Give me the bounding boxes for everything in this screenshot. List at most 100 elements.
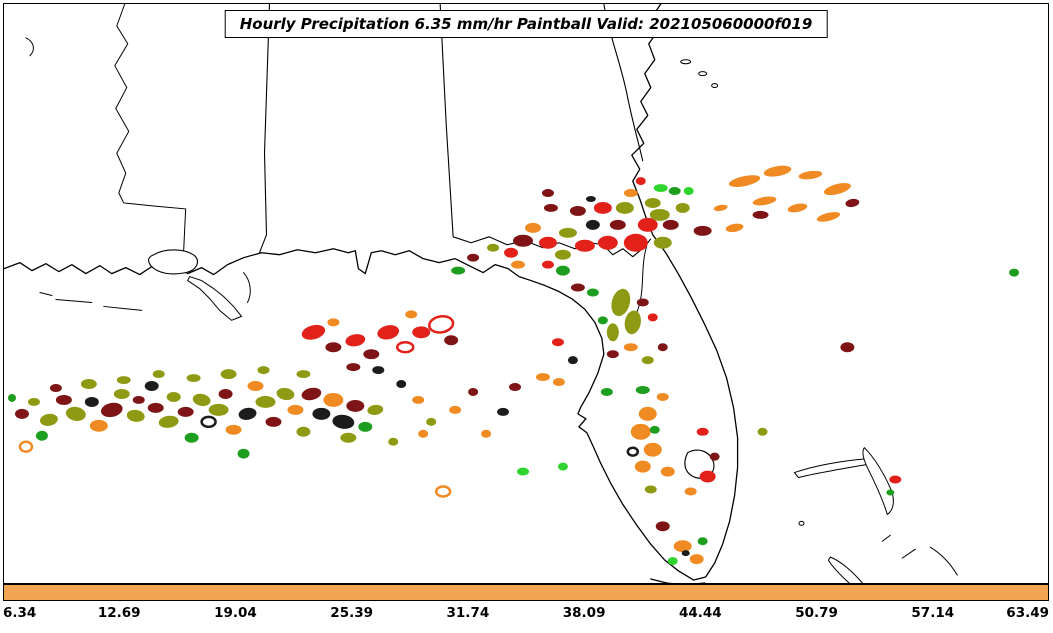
precip-blob (301, 324, 326, 340)
precip-blob (255, 395, 276, 408)
precip-blob (147, 402, 164, 413)
precip-blob (752, 196, 777, 206)
precip-blob (823, 183, 851, 196)
precip-blob (511, 260, 526, 269)
coastal-island (680, 59, 692, 65)
precip-blob (630, 423, 651, 440)
precip-blob (218, 389, 233, 399)
state-border-ga-fl (452, 236, 652, 258)
precipitation-paintball-blobs (7, 165, 1020, 566)
precip-blob (497, 407, 510, 416)
precip-blob (634, 460, 651, 473)
precip-blob (623, 343, 638, 352)
precip-blob (327, 318, 340, 327)
precip-blob (418, 429, 429, 438)
precip-blob (14, 408, 29, 419)
precip-blob (325, 342, 342, 353)
colorbar-tick-label: 19.04 (214, 605, 257, 621)
mississippi-river-line (114, 4, 187, 252)
precip-blob (126, 409, 145, 422)
precip-blob (220, 369, 237, 380)
precip-blob (757, 427, 768, 436)
precip-blob (312, 407, 331, 420)
precip-blob (388, 437, 399, 446)
precip-blob (509, 383, 522, 391)
colorbar (3, 584, 1049, 601)
precip-blob (301, 387, 322, 401)
map-title: Hourly Precipitation 6.35 mm/hr Paintbal… (239, 15, 813, 33)
precip-blob (296, 370, 311, 379)
precip-blob (611, 288, 631, 317)
precip-blob (597, 316, 608, 325)
colorbar-tick-label: 38.09 (562, 605, 606, 621)
precip-blob (574, 239, 595, 252)
precip-blob (681, 550, 690, 557)
coastal-island (698, 71, 708, 77)
precip-blob (158, 415, 179, 428)
precip-blob (89, 419, 108, 432)
precip-blob (332, 414, 355, 429)
precip-blob (504, 247, 519, 258)
precip-blob (84, 396, 99, 407)
precip-blob (696, 427, 709, 436)
precip-blob (428, 314, 455, 334)
map-title-box: Hourly Precipitation 6.35 mm/hr Paintbal… (224, 10, 828, 38)
precip-blob (552, 378, 565, 387)
precip-blob (340, 432, 357, 443)
precip-blob (237, 448, 250, 459)
precip-blob (468, 388, 479, 396)
mississippi-delta (187, 275, 243, 321)
river-squiggle (25, 37, 34, 57)
abaco-island (862, 446, 894, 516)
precip-blob (889, 475, 902, 484)
precip-blob (644, 197, 661, 208)
precip-blob (372, 366, 385, 375)
precip-blob (467, 253, 480, 262)
precip-blob (177, 406, 194, 417)
precip-blob (641, 356, 654, 365)
precip-blob (49, 384, 62, 392)
precip-blob (551, 338, 564, 347)
precip-blob (296, 426, 311, 437)
precip-blob (675, 202, 690, 213)
precip-blob (513, 234, 533, 247)
precip-blob (699, 470, 716, 483)
precip-blob (649, 425, 660, 434)
precip-blob (624, 310, 641, 335)
precip-blob (623, 233, 648, 252)
precip-blob (752, 210, 769, 219)
precip-blob (449, 405, 462, 414)
precip-blob (557, 462, 568, 471)
precip-blob (80, 379, 97, 390)
precip-blob (481, 429, 492, 438)
precip-blob (606, 323, 619, 342)
precip-blob (451, 266, 466, 275)
precip-blob (586, 288, 599, 297)
precip-blob (363, 349, 380, 360)
precip-blob (635, 386, 650, 394)
precip-blob (816, 212, 841, 222)
precip-blob (684, 487, 697, 496)
precip-blob (657, 343, 668, 352)
precip-blob (600, 388, 613, 396)
precip-blob (554, 249, 571, 260)
florida-keys (650, 578, 706, 583)
st-johns-river (636, 245, 648, 313)
precip-blob (626, 446, 640, 457)
precip-blob (647, 313, 658, 322)
precip-blob (538, 236, 557, 249)
precip-blob (377, 325, 400, 340)
chandeleur-islands (243, 272, 251, 303)
precip-blob (27, 397, 40, 406)
precip-blob (152, 370, 165, 379)
precip-blob (35, 430, 48, 441)
precip-blob (323, 392, 344, 407)
precip-blob (697, 537, 708, 546)
precip-blob (798, 170, 823, 180)
precip-blob (238, 407, 257, 420)
precip-blob (186, 374, 201, 383)
map-canvas (4, 4, 1020, 583)
map-area: Hourly Precipitation 6.35 mm/hr Paintbal… (3, 3, 1049, 584)
precip-blob (412, 326, 431, 339)
precip-blob (567, 356, 578, 365)
